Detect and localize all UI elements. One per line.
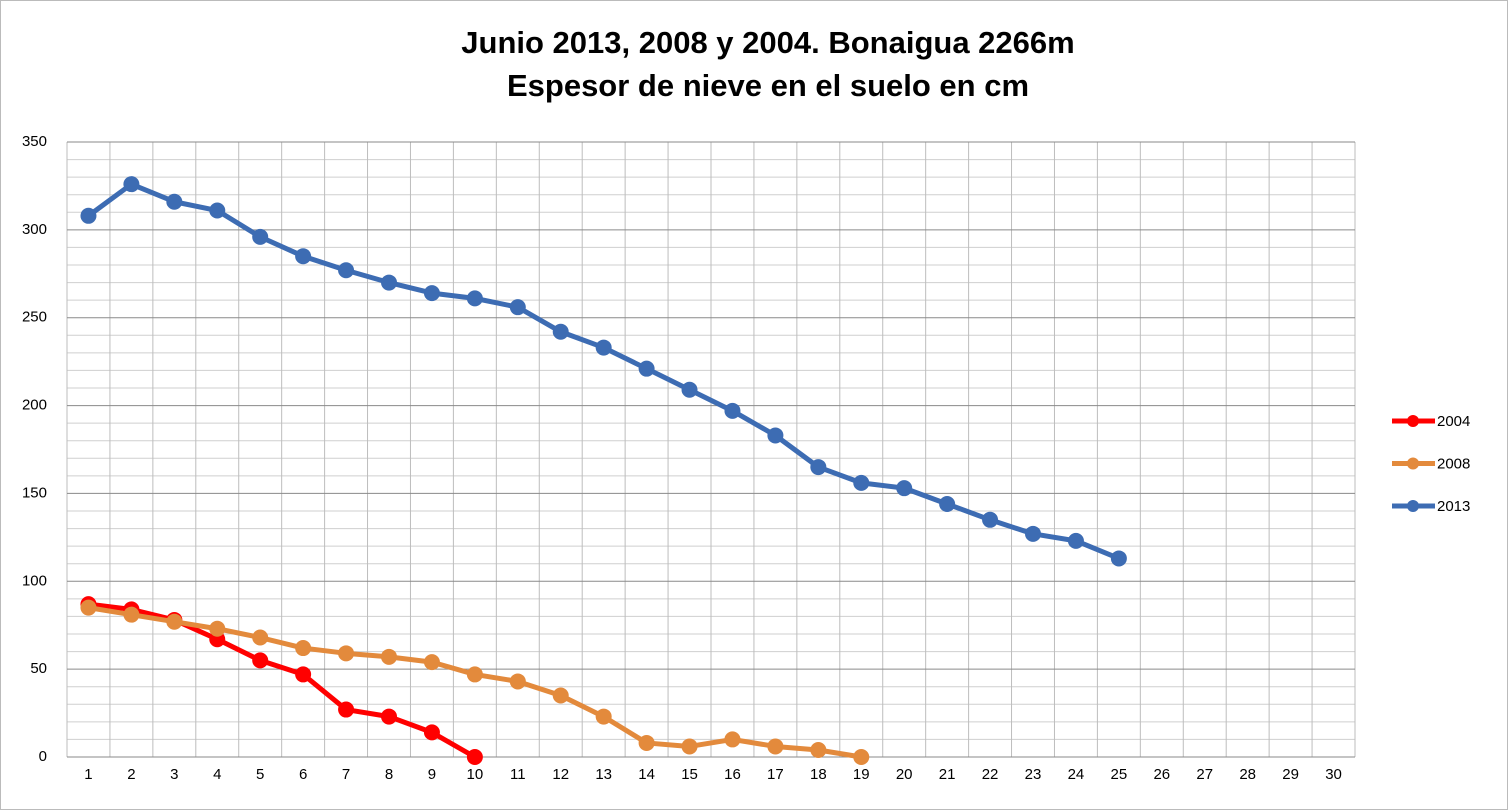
series-point (810, 741, 827, 758)
y-tick-label: 350 (22, 133, 47, 150)
series-point (295, 666, 312, 683)
x-tick-label: 24 (1068, 766, 1085, 783)
series-point (853, 474, 870, 491)
x-tick-label: 10 (467, 766, 484, 783)
x-tick-label: 15 (681, 766, 698, 783)
series-point (295, 640, 312, 657)
series-point (939, 495, 956, 512)
y-tick-label: 50 (30, 660, 47, 677)
legend-label: 2013 (1437, 498, 1470, 515)
series-point (252, 629, 269, 646)
y-tick-label: 300 (22, 221, 47, 238)
series-point (552, 687, 569, 704)
series-point (252, 652, 269, 669)
series-point (423, 285, 440, 302)
x-tick-label: 22 (982, 766, 999, 783)
x-tick-label: 23 (1025, 766, 1042, 783)
x-tick-label: 9 (428, 766, 436, 783)
series-point (552, 323, 569, 340)
series-line (88, 601, 477, 760)
x-tick-label: 25 (1111, 766, 1128, 783)
x-tick-label: 29 (1282, 766, 1299, 783)
series-point (423, 654, 440, 671)
y-tick-label: 100 (22, 572, 47, 589)
x-tick-label: 21 (939, 766, 956, 783)
series-point (724, 731, 741, 748)
x-tick-label: 1 (84, 766, 92, 783)
x-tick-label: 17 (767, 766, 784, 783)
x-tick-label: 2 (127, 766, 135, 783)
series-point (209, 620, 226, 637)
series-point (509, 299, 526, 316)
series-point (295, 248, 312, 265)
x-tick-label: 12 (552, 766, 569, 783)
series-point (595, 339, 612, 356)
series-point (252, 228, 269, 245)
x-tick-label: 3 (170, 766, 178, 783)
x-tick-label: 7 (342, 766, 350, 783)
series-point (1067, 532, 1084, 549)
series-point (638, 360, 655, 377)
x-tick-label: 11 (510, 766, 526, 783)
x-tick-label: 26 (1153, 766, 1170, 783)
legend-marker (1407, 500, 1419, 512)
x-tick-label: 6 (299, 766, 307, 783)
legend-label: 2004 (1437, 413, 1470, 430)
x-tick-label: 20 (896, 766, 913, 783)
y-tick-label: 250 (22, 309, 47, 326)
series-point (638, 734, 655, 751)
series-point (123, 176, 140, 193)
series-point (466, 749, 483, 765)
x-tick-label: 27 (1196, 766, 1213, 783)
legend-label: 2008 (1437, 455, 1470, 472)
series-point (381, 708, 397, 725)
series-point (1110, 550, 1127, 567)
x-tick-label: 19 (853, 766, 870, 783)
y-tick-label: 0 (39, 748, 47, 765)
legend-marker (1407, 457, 1419, 470)
series-point (338, 645, 355, 662)
series-point (853, 749, 870, 765)
series-point (338, 262, 355, 279)
series-point (810, 459, 827, 476)
series-point (509, 673, 526, 690)
x-tick-label: 16 (724, 766, 741, 783)
series-point (595, 708, 612, 725)
x-tick-label: 13 (595, 766, 612, 783)
x-tick-label: 8 (385, 766, 393, 783)
series-point (423, 724, 440, 741)
series-point (767, 427, 784, 444)
x-tick-label: 30 (1325, 766, 1342, 783)
series-point (123, 606, 140, 623)
chart-subtitle: Espesor de nieve en el suelo en cm (507, 68, 1029, 103)
series-point (1025, 525, 1041, 542)
legend-marker (1407, 415, 1419, 427)
series-point (381, 648, 397, 665)
series-point (166, 193, 183, 210)
series-point (381, 274, 397, 291)
series-point (896, 480, 913, 497)
series-point (982, 511, 999, 528)
series-point (466, 666, 483, 683)
y-tick-label: 150 (22, 484, 47, 501)
series-point (724, 402, 741, 419)
series-point (80, 207, 97, 224)
x-tick-label: 28 (1239, 766, 1256, 783)
series-point (166, 613, 183, 630)
series-point (767, 738, 784, 755)
series-point (681, 738, 698, 755)
x-tick-label: 5 (256, 766, 264, 783)
series-point (681, 381, 698, 398)
x-tick-label: 4 (213, 766, 221, 783)
series-point (209, 202, 226, 219)
x-tick-label: 18 (810, 766, 827, 783)
series-point (338, 701, 355, 718)
chart-title: Junio 2013, 2008 y 2004. Bonaigua 2266m (461, 25, 1074, 60)
y-tick-label: 200 (22, 397, 47, 414)
series-point (80, 599, 97, 616)
series-point (466, 290, 483, 307)
x-tick-label: 14 (638, 766, 655, 783)
